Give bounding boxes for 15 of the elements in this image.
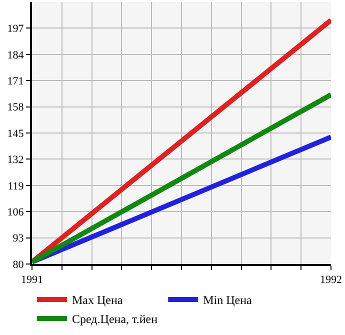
legend-label: Max Цена bbox=[72, 293, 124, 308]
x-tick-label: 1992 bbox=[320, 274, 342, 286]
y-tick-label: 171 bbox=[7, 75, 24, 88]
y-tick-label: 158 bbox=[7, 102, 24, 114]
y-tick-label: 197 bbox=[7, 23, 24, 36]
y-tick-label: 145 bbox=[7, 128, 24, 140]
y-tick-label: 93 bbox=[12, 232, 24, 245]
x-tick-label: 1991 bbox=[21, 274, 43, 286]
legend-label: Min Цена bbox=[203, 293, 253, 308]
y-tick-label: 106 bbox=[7, 206, 24, 218]
y-tick-label: 80 bbox=[12, 258, 24, 271]
legend-label: Сред.Цена, т.йен bbox=[72, 312, 158, 326]
y-tick-label: 184 bbox=[7, 49, 24, 62]
y-tick-label: 119 bbox=[8, 180, 24, 192]
y-tick-label: 132 bbox=[7, 154, 24, 166]
